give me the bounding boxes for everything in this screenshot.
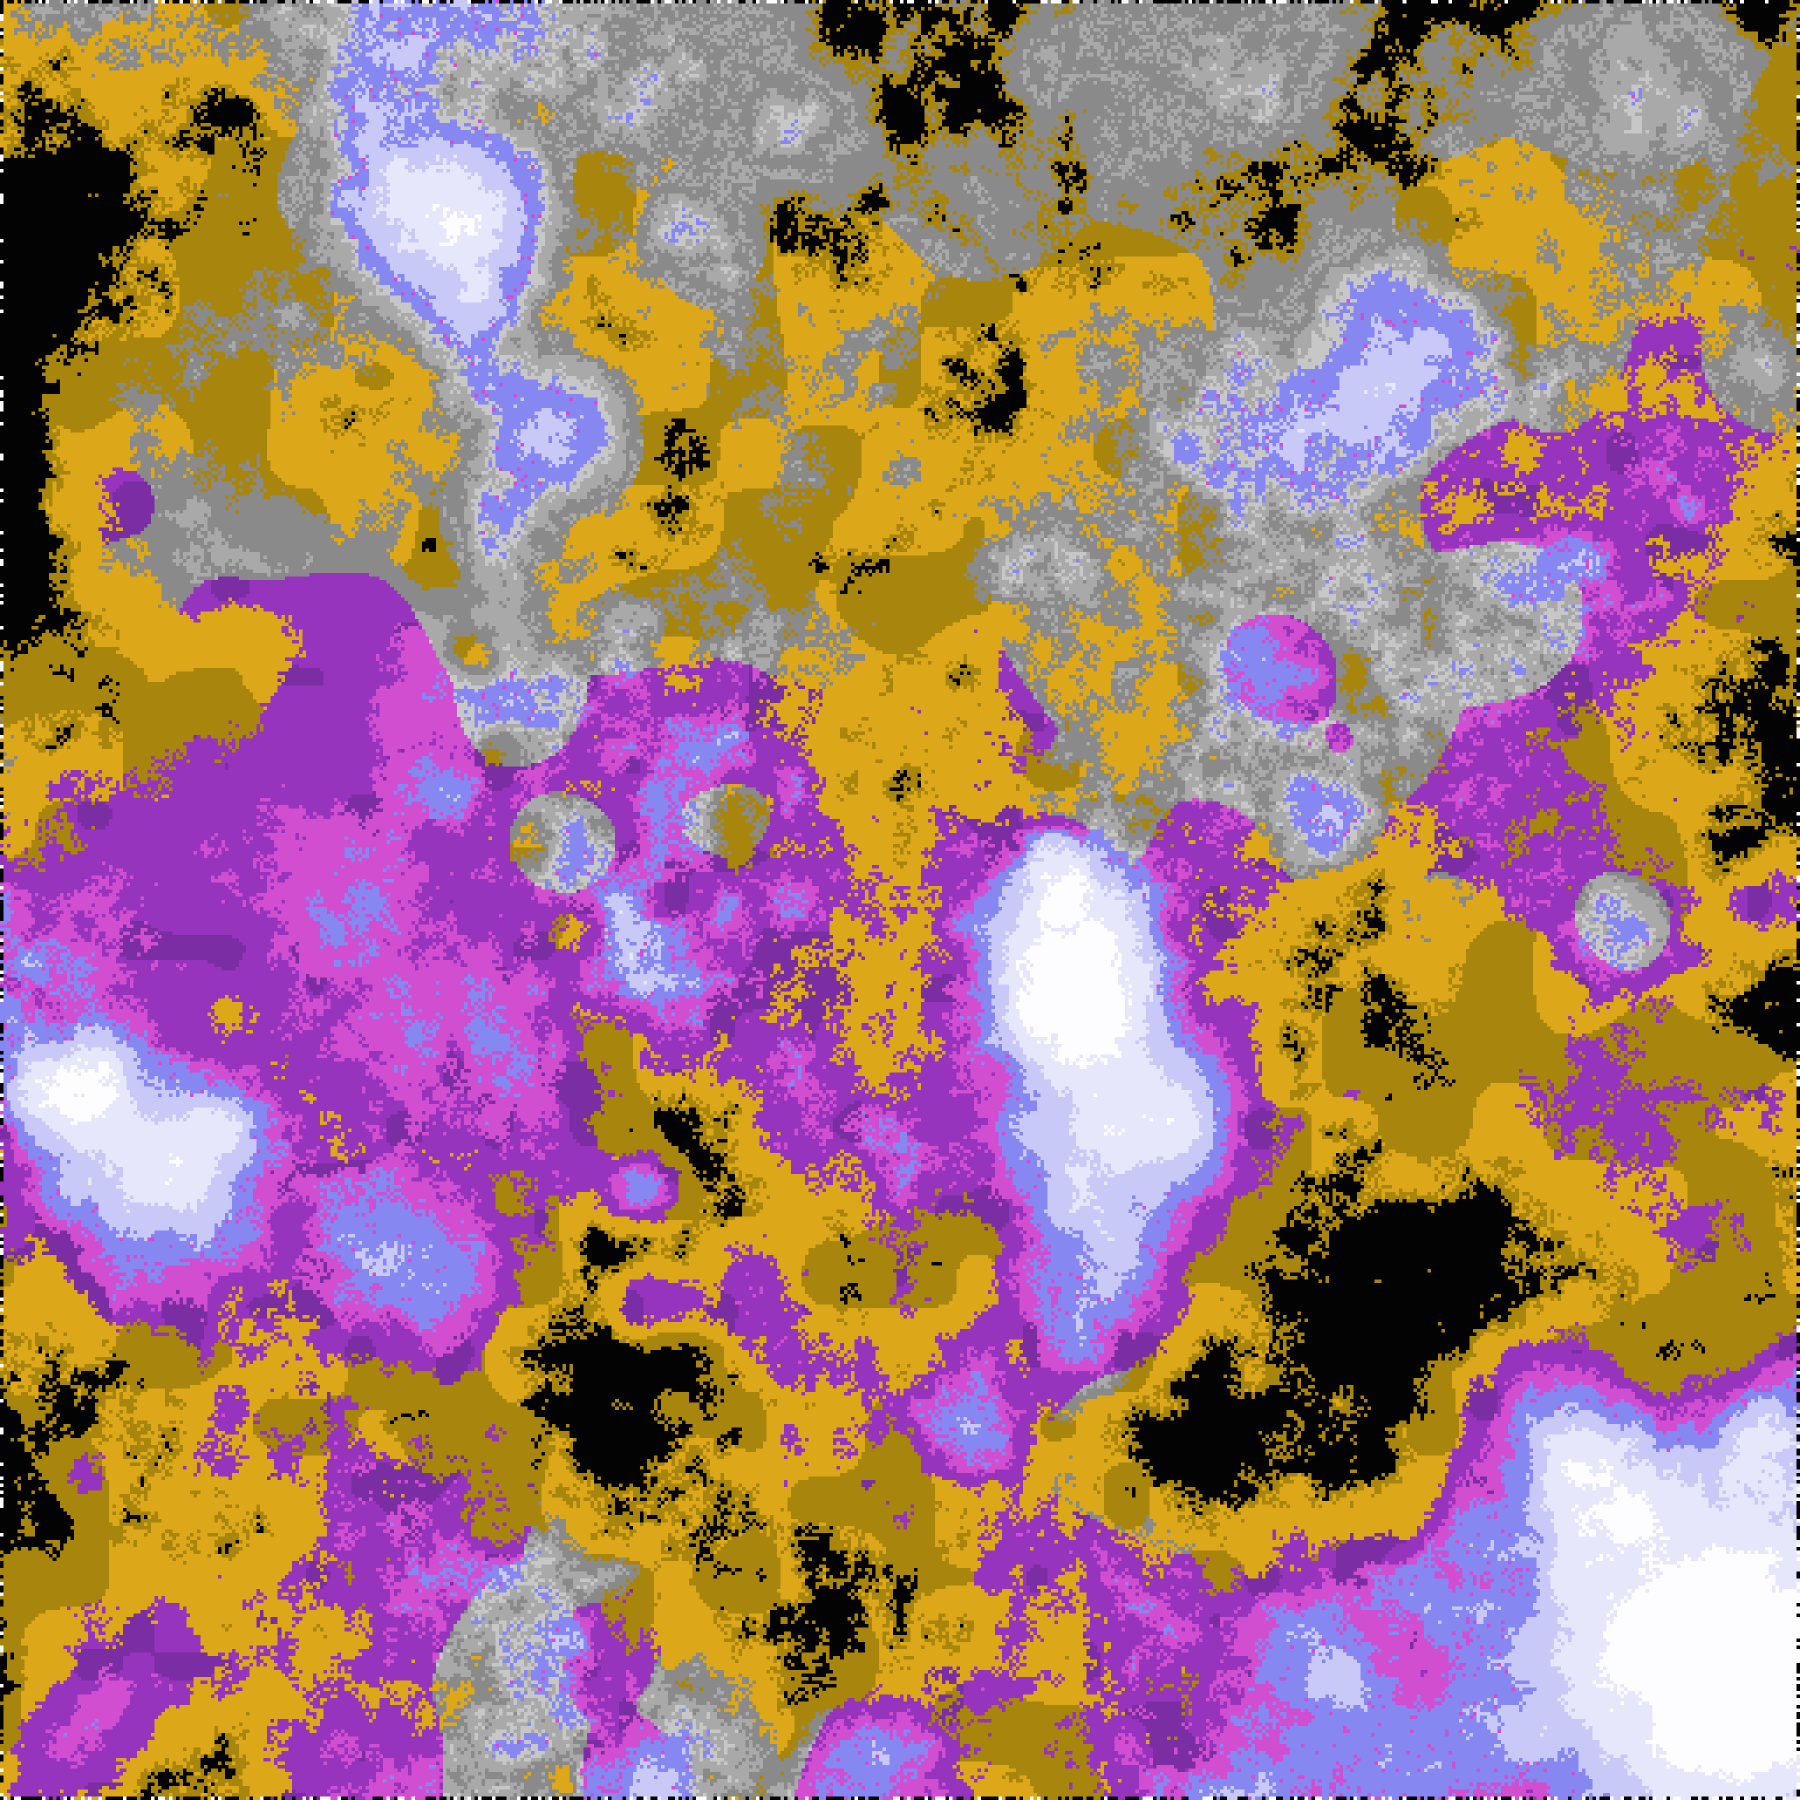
satellite-image-frame (0, 0, 1800, 1800)
false-color-satellite-image (0, 0, 1800, 1800)
